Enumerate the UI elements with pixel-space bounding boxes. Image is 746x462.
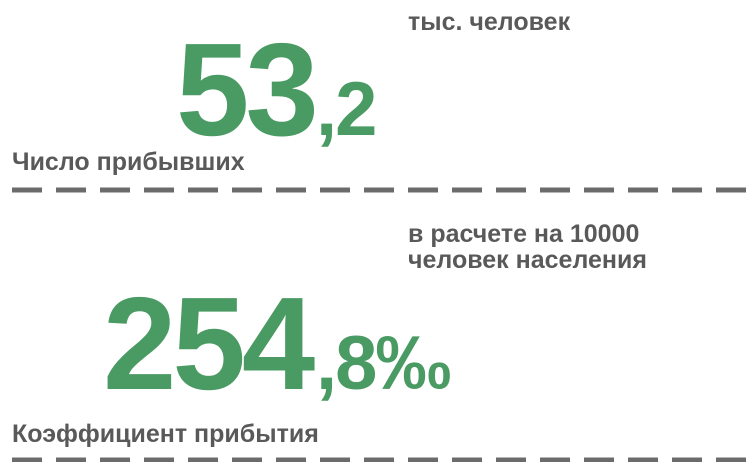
indicator-label: Число прибывших (12, 148, 245, 176)
big-number: 53 (176, 16, 315, 163)
unit-text: человек населения (408, 246, 647, 274)
indicator-label: Коэффициент прибытия (12, 420, 319, 448)
number-fraction: ,8‰ (316, 321, 450, 406)
big-number: 254 (103, 270, 315, 417)
unit-text: тыс. человек (408, 8, 571, 36)
unit-text: в расчете на 10000 (408, 220, 639, 248)
number-fraction: ,2 (316, 67, 375, 152)
